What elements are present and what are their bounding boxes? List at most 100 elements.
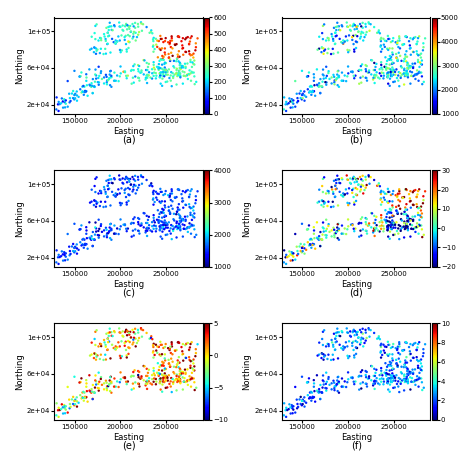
Point [182,187,190,195]
Point [393,380,401,388]
Point [328,80,336,87]
Point [134,66,142,73]
Point [135,23,142,30]
Point [82,88,90,95]
Point [369,76,377,83]
Point [89,242,97,250]
Point [317,395,324,402]
Point [375,333,383,340]
Point [394,230,402,237]
Point [156,377,164,384]
Point [165,372,173,379]
Point [88,80,95,87]
Point [173,73,181,80]
Point [176,377,184,384]
Point [106,74,113,82]
Point [170,363,178,371]
Point [155,64,163,71]
Point [140,209,147,217]
Point [185,70,193,78]
Point [335,329,343,336]
Point [162,219,170,227]
Point [318,83,325,90]
Point [186,38,194,45]
Point [156,370,164,378]
Point [179,351,186,358]
Point [179,62,187,70]
Point [113,37,121,45]
Point [162,231,170,239]
Point [122,173,130,181]
Point [71,95,78,103]
Point [302,399,310,407]
Point [94,74,102,82]
Point [343,176,351,183]
Point [116,226,124,233]
Point [158,65,165,73]
Point [386,381,394,388]
Point [158,218,165,225]
Point [334,202,342,209]
Point [329,198,337,205]
Point [159,361,166,368]
Point [72,396,79,403]
Point [390,219,397,227]
Point [415,221,423,228]
Point [356,173,364,181]
Point [172,347,179,355]
Point [173,193,180,201]
Point [88,385,95,393]
Point [139,174,147,181]
Point [118,26,126,34]
Point [401,208,408,216]
Point [178,368,186,375]
Point [112,193,119,200]
Point [59,410,67,417]
Point [396,52,404,59]
Point [298,249,306,256]
Point [293,90,301,97]
Point [333,224,341,231]
Point [398,217,406,224]
Point [130,176,137,183]
Point [404,375,411,383]
Point [110,22,118,29]
Point [357,22,365,30]
Point [129,183,137,190]
Point [354,328,362,336]
Point [80,397,88,404]
Point [111,329,118,336]
Point [183,224,191,231]
Point [304,86,311,93]
Point [174,33,182,40]
Point [331,193,339,200]
Point [108,341,116,349]
Point [151,45,158,53]
Point [156,57,164,65]
Point [417,207,425,214]
Point [187,340,194,348]
Point [320,21,328,28]
Point [156,71,164,78]
Point [333,185,340,192]
Point [341,378,348,385]
Point [325,222,332,230]
Point [349,185,357,192]
Point [53,259,60,266]
Point [419,345,427,353]
Point [299,396,307,403]
Point [76,73,83,80]
Point [377,34,385,42]
Point [132,37,139,44]
Point [158,388,166,395]
Point [125,44,132,52]
Point [403,365,411,373]
Point [292,103,299,110]
Point [379,66,386,73]
Point [406,62,413,70]
Point [152,188,160,196]
Point [330,356,337,363]
Point [94,46,101,53]
Point [355,181,362,188]
Point [132,190,139,197]
